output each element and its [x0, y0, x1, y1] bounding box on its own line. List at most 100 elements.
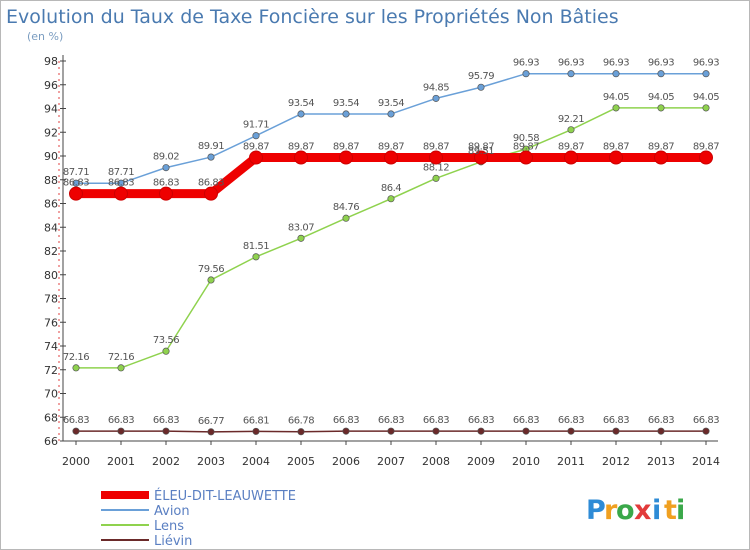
data-point [702, 427, 710, 435]
data-label: 66.83 [693, 415, 719, 426]
data-label: 89.87 [648, 142, 674, 153]
y-tick-label: 86 [44, 198, 58, 211]
data-point [654, 150, 668, 165]
data-label: 89.02 [153, 152, 179, 163]
y-tick-label: 78 [44, 293, 58, 306]
data-label: 89.87 [423, 142, 449, 153]
y-tick-label: 90 [44, 150, 58, 163]
data-point [429, 150, 443, 165]
data-point [342, 110, 350, 118]
data-label: 96.93 [513, 58, 539, 69]
data-point [252, 427, 260, 435]
data-label: 94.05 [648, 92, 674, 103]
data-point [297, 428, 305, 436]
logo-letter: r [604, 495, 618, 526]
data-point [249, 150, 263, 165]
x-tick-label: 2008 [422, 455, 450, 468]
data-point [162, 164, 170, 172]
data-point [207, 153, 215, 161]
data-label: 87.71 [63, 167, 89, 178]
data-label: 66.83 [513, 415, 539, 426]
y-tick-label: 70 [44, 388, 58, 401]
data-label: 86.83 [198, 178, 224, 189]
data-point [657, 104, 665, 112]
y-tick-label: 84 [44, 221, 58, 234]
data-point [204, 186, 218, 201]
data-label: 66.78 [288, 416, 314, 427]
data-point [522, 427, 530, 435]
data-point [702, 104, 710, 112]
data-point [699, 150, 713, 165]
data-label: 66.77 [198, 416, 224, 427]
y-tick-label: 76 [44, 316, 58, 329]
data-label: 84.76 [333, 202, 359, 213]
data-label: 81.51 [243, 241, 269, 252]
data-label: 72.16 [108, 352, 134, 363]
legend-entry: Liévin [154, 534, 192, 549]
data-label: 66.83 [648, 415, 674, 426]
data-point [432, 427, 440, 435]
data-label: 79.56 [198, 264, 224, 275]
data-label: 89.87 [603, 142, 629, 153]
y-tick-label: 96 [44, 79, 58, 92]
proxiti-logo: Pro x i t i [586, 495, 685, 526]
logo-letter: i [652, 495, 661, 526]
data-label: 96.93 [648, 58, 674, 69]
x-tick-label: 2002 [152, 455, 180, 468]
data-label: 96.93 [558, 58, 584, 69]
data-label: 83.07 [288, 222, 314, 233]
x-tick-label: 2011 [557, 455, 585, 468]
data-point [519, 150, 533, 165]
data-label: 66.83 [423, 415, 449, 426]
data-point [612, 104, 620, 112]
data-point [387, 427, 395, 435]
x-tick-label: 2000 [62, 455, 90, 468]
data-label: 94.05 [693, 92, 719, 103]
y-tick-label: 82 [44, 245, 58, 258]
x-tick-label: 2010 [512, 455, 540, 468]
data-label: 66.83 [63, 415, 89, 426]
data-point [609, 150, 623, 165]
data-label: 72.16 [63, 352, 89, 363]
data-point [387, 195, 395, 203]
data-point [612, 427, 620, 435]
data-label: 66.83 [378, 415, 404, 426]
data-point [117, 427, 125, 435]
x-tick-label: 2012 [602, 455, 630, 468]
data-point [612, 70, 620, 78]
data-label: 93.54 [378, 98, 404, 109]
data-label: 96.93 [693, 58, 719, 69]
data-point [294, 150, 308, 165]
series-layer [69, 70, 713, 436]
data-point [159, 186, 173, 201]
data-point [207, 428, 215, 436]
data-point [432, 94, 440, 102]
data-point [297, 110, 305, 118]
data-label: 87.71 [108, 167, 134, 178]
data-point [72, 364, 80, 372]
y-tick-label: 94 [44, 103, 58, 116]
data-point [342, 427, 350, 435]
data-point [69, 186, 83, 201]
data-point [477, 427, 485, 435]
legend-entry: ÉLEU-DIT-LEAUWETTE [154, 488, 296, 504]
logo-letter: x [634, 495, 651, 526]
data-label: 86.83 [153, 178, 179, 189]
data-point [207, 276, 215, 284]
data-point [432, 174, 440, 182]
data-point [72, 179, 80, 187]
legend-entry: Lens [154, 519, 184, 534]
data-point [702, 70, 710, 78]
y-tick-label: 68 [44, 411, 58, 424]
data-point [162, 427, 170, 435]
data-label: 95.79 [468, 71, 494, 82]
data-label: 89.87 [288, 142, 314, 153]
data-point [567, 70, 575, 78]
x-tick-label: 2006 [332, 455, 360, 468]
data-label: 89.87 [333, 142, 359, 153]
logo-letter: i [676, 495, 685, 526]
data-labels-layer: 86.83 86.83 86.83 86.83 89.87 89.87 89.87 89.87… [63, 58, 720, 427]
data-point [477, 83, 485, 91]
